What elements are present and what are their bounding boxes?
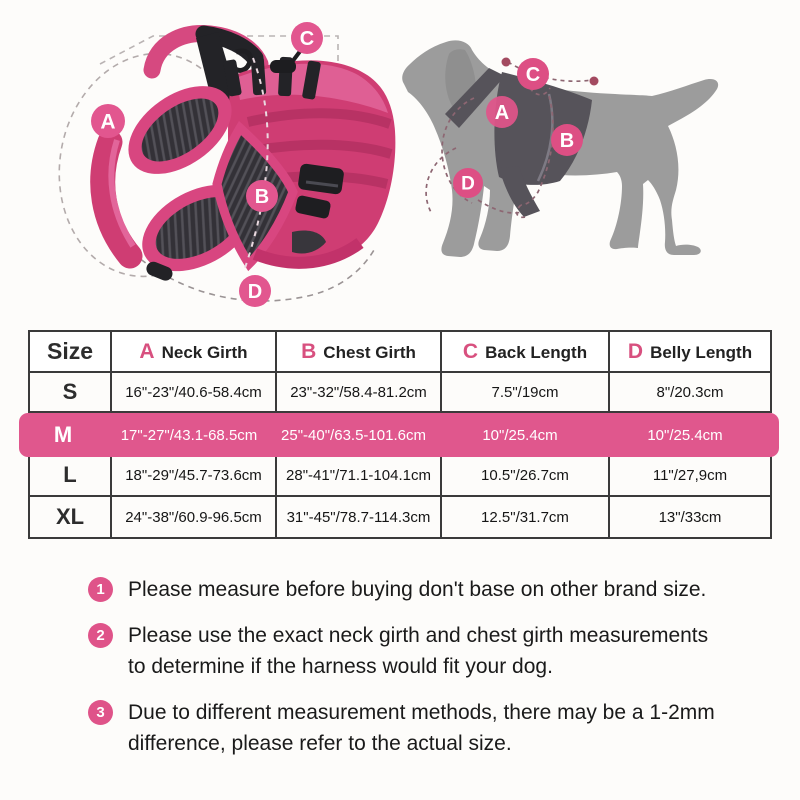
handle-strap bbox=[196, 32, 238, 110]
note-text: Please measure before buying don't base … bbox=[128, 578, 707, 601]
neck-girth-value: 24"-38"/60.9-96.5cm bbox=[110, 495, 277, 539]
dog-chest-girth-guide bbox=[520, 95, 554, 206]
belly-strap bbox=[252, 238, 364, 269]
table-row-s: S 16"-23"/40.6-58.4cm 23"-32"/58.4-81.2c… bbox=[28, 371, 772, 413]
belly-length-value: 8"/20.3cm bbox=[608, 371, 772, 413]
dog-belly-guide bbox=[477, 199, 523, 214]
dog-label-a: A bbox=[495, 102, 509, 124]
neck-girth-value: 17"-27"/43.1-68.5cm bbox=[120, 426, 258, 444]
cord-lock bbox=[270, 60, 296, 73]
note-1: 1 Please measure before buying don't bas… bbox=[88, 574, 758, 605]
chest-strap bbox=[90, 129, 143, 269]
neck-girth-value: 16"-23"/40.6-58.4cm bbox=[110, 371, 277, 413]
highlighted-row-m-band: M 17"-27"/43.1-68.5cm 25"-40"/63.5-101.6… bbox=[19, 413, 779, 457]
note-number-badge: 3 bbox=[88, 700, 113, 726]
size-label: M bbox=[53, 422, 73, 447]
header-size: Size bbox=[28, 330, 112, 373]
dog-label-d: D bbox=[461, 174, 475, 195]
header-back-length: C Back Length bbox=[440, 330, 610, 373]
harness-label-b: B bbox=[255, 186, 269, 208]
notes-section: 1 Please measure before buying don't bas… bbox=[88, 574, 758, 774]
harness-label-a-badge: A bbox=[91, 104, 125, 138]
back-length-value: 12.5"/31.7cm bbox=[440, 495, 610, 539]
bottom-mesh-cutout bbox=[292, 230, 326, 254]
guide-dot-left bbox=[501, 57, 511, 67]
d-ring bbox=[146, 261, 173, 281]
table-row-xl: XL 24"-38"/60.9-96.5cm 31"-45"/78.7-114.… bbox=[28, 495, 772, 539]
harness-label-d: D bbox=[248, 281, 262, 303]
guide-dot-right bbox=[589, 76, 599, 86]
chest-girth-value: 23"-32"/58.4-81.2cm bbox=[275, 371, 442, 413]
harness-label-c: C bbox=[300, 28, 314, 50]
note-number-badge: 1 bbox=[88, 577, 113, 602]
size-label: S bbox=[28, 371, 112, 413]
chest-strap-highlight bbox=[108, 139, 136, 248]
header-chest-girth: B Chest Girth bbox=[275, 330, 442, 373]
note-3: 3 Due to different measurement methods, … bbox=[88, 697, 758, 759]
header-neck-girth: A Neck Girth bbox=[110, 330, 277, 373]
note-text: Please use the exact neck girth and ches… bbox=[128, 624, 709, 679]
header-belly-length: D Belly Length bbox=[608, 330, 772, 373]
note-text: Due to different measurement methods, th… bbox=[128, 701, 715, 756]
molle-webbing-row bbox=[246, 108, 392, 129]
harness-label-d-badge: D bbox=[239, 275, 271, 307]
back-length-value: 10"/25.4cm bbox=[482, 426, 558, 444]
dog-harness-neck-strap bbox=[445, 68, 505, 128]
size-label: XL bbox=[28, 495, 112, 539]
chest-girth-value: 25"-40"/63.5-101.6cm bbox=[281, 426, 426, 444]
dog-label-b-badge: B bbox=[551, 124, 583, 156]
harness-label-a: A bbox=[100, 111, 115, 134]
illustrations-svg: A B C D bbox=[58, 22, 719, 307]
harness-label-b-badge: B bbox=[246, 180, 278, 212]
back-length-value: 7.5"/19cm bbox=[440, 371, 610, 413]
molle-loops bbox=[223, 56, 321, 100]
dog-label-c-badge: C bbox=[517, 58, 549, 90]
dog-leg-guide bbox=[425, 147, 457, 215]
dog-back-length-guide bbox=[507, 61, 593, 83]
note-2: 2 Please use the exact neck girth and ch… bbox=[88, 620, 758, 682]
dog-label-a-badge: A bbox=[486, 96, 518, 128]
chest-girth-value: 31"-45"/78.7-114.3cm bbox=[275, 495, 442, 539]
belly-length-value: 11"/27,9cm bbox=[608, 453, 772, 497]
measurement-illustrations: A B C D bbox=[0, 0, 800, 325]
table-row-l: L 18"-29"/45.7-73.6cm 28"-41"/71.1-104.1… bbox=[28, 453, 772, 497]
size-label: L bbox=[28, 453, 112, 497]
dog-label-d-badge: D bbox=[453, 168, 483, 198]
back-length-value: 10.5"/26.7cm bbox=[440, 453, 610, 497]
belly-length-value: 13"/33cm bbox=[608, 495, 772, 539]
size-table-section: Size A Neck Girth B Chest Girth C Back Leng… bbox=[19, 330, 779, 539]
dog-image: C A B D bbox=[402, 40, 719, 257]
dog-label-b: B bbox=[560, 130, 574, 152]
neck-girth-value: 18"-29"/45.7-73.6cm bbox=[110, 453, 277, 497]
harness-label-c-badge: C bbox=[291, 22, 323, 54]
dog-label-c: C bbox=[526, 64, 540, 86]
side-release-buckle bbox=[295, 163, 344, 219]
chest-girth-value: 28"-41"/71.1-104.1cm bbox=[275, 453, 442, 497]
dog-back-guide-chevron bbox=[529, 87, 551, 96]
dog-chest-guide-loop bbox=[515, 204, 526, 219]
dog-harness-chest-panel bbox=[494, 72, 592, 185]
table-header-row: Size A Neck Girth B Chest Girth C Back Leng… bbox=[28, 330, 772, 373]
upper-neck-pad bbox=[128, 86, 232, 174]
dog-harness-girth-strap bbox=[499, 166, 540, 217]
belly-length-value: 10"/25.4cm bbox=[647, 426, 723, 444]
note-number-badge: 2 bbox=[88, 623, 113, 649]
harness-image: A B C D bbox=[58, 22, 396, 307]
